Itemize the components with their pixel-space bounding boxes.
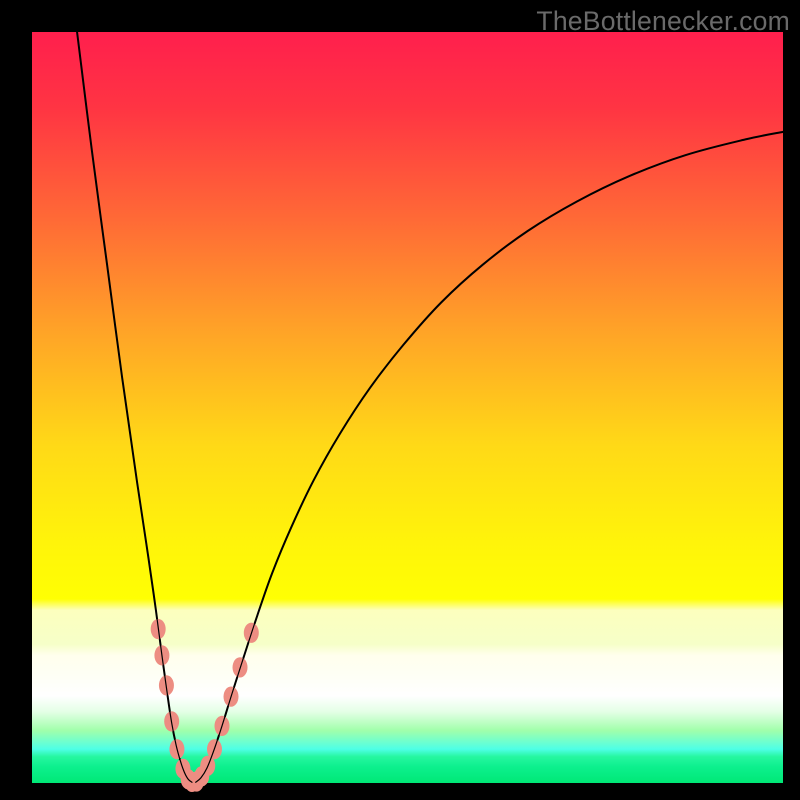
watermark-text: TheBottlenecker.com (536, 6, 790, 37)
bottleneck-curve-left-top (77, 32, 192, 782)
plot-overlay (0, 0, 800, 800)
bottleneck-curve-left (77, 32, 192, 782)
bottleneck-curve-right-top (196, 132, 783, 782)
bottleneck-curve-right (196, 132, 783, 782)
